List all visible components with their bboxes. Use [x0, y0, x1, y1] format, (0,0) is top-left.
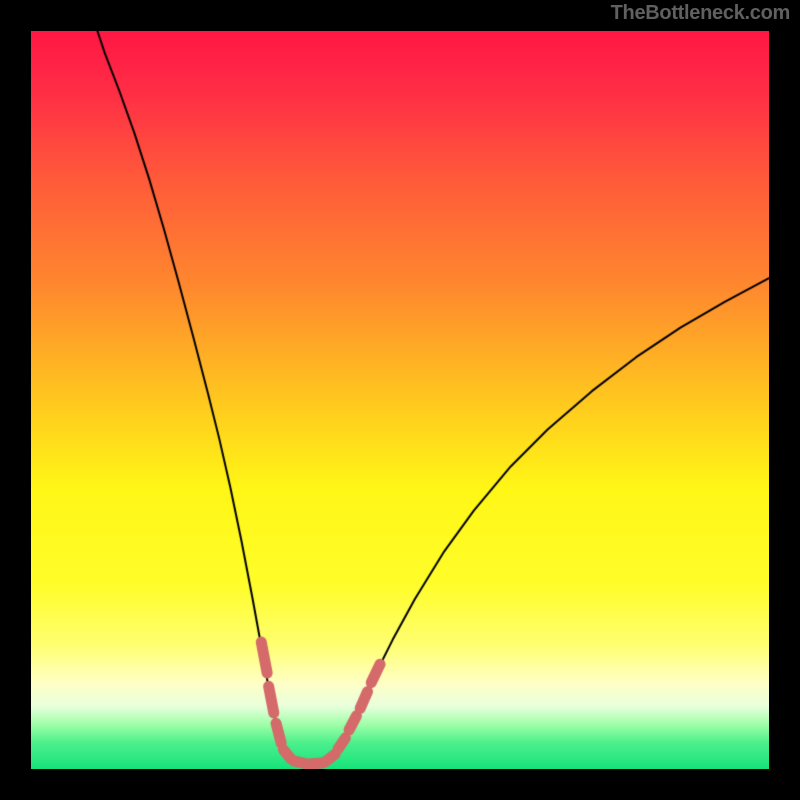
bottleneck-curve-canvas	[31, 31, 769, 769]
plot-area	[31, 31, 769, 769]
watermark-label: TheBottleneck.com	[611, 2, 790, 25]
